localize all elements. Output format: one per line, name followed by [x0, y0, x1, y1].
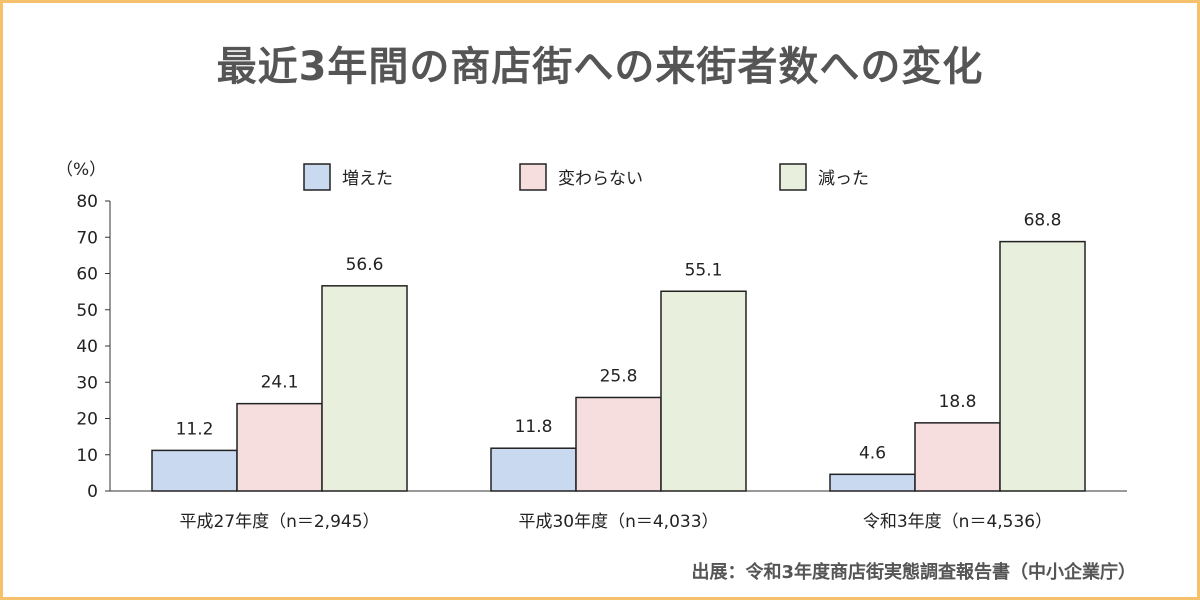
data-label: 24.1 [261, 373, 299, 393]
bar [151, 449, 238, 492]
legend-label: 増えた [342, 169, 393, 189]
y-tick-label: 80 [76, 192, 98, 212]
chart-title: 最近3年間の商店街への来街者数への変化 [216, 44, 984, 90]
y-unit-label: （%） [56, 160, 106, 180]
legend-swatch [779, 163, 807, 191]
y-tick-label: 20 [76, 410, 98, 430]
legend-swatch [519, 163, 547, 191]
data-label: 68.8 [1024, 211, 1062, 231]
legend-swatch [303, 163, 331, 191]
y-tick-label: 0 [87, 482, 98, 502]
y-tick-label: 60 [76, 265, 98, 285]
data-label: 25.8 [600, 366, 638, 386]
bar [829, 473, 916, 492]
bar [660, 290, 747, 492]
bar [236, 402, 323, 492]
bar [490, 447, 577, 492]
source-note: 出展：令和3年度商店街実態調査報告書（中小企業庁） [691, 562, 1136, 583]
data-label: 11.2 [176, 419, 214, 439]
legend: 増えた 変わらない 減った [303, 163, 869, 191]
y-ticks: 0 10 20 30 40 50 60 70 80 [76, 192, 110, 502]
bar [321, 285, 408, 492]
category-labels: 平成27年度（n＝2,945） 平成30年度（n＝4,033） 令和3年度（n＝4,… [179, 512, 1052, 532]
y-tick-label: 50 [76, 301, 98, 321]
data-label: 11.8 [515, 417, 553, 437]
y-tick-label: 40 [76, 337, 98, 357]
y-tick-label: 70 [76, 228, 98, 248]
data-labels: 11.2 24.1 56.6 11.8 25.8 55.1 4.6 18.8 68.8 [176, 211, 1062, 464]
bar [999, 240, 1086, 492]
category-label: 令和3年度（n＝4,536） [863, 512, 1052, 532]
legend-label: 減った [818, 169, 869, 189]
legend-label: 変わらない [558, 169, 643, 189]
category-label: 平成30年度（n＝4,033） [518, 512, 718, 532]
data-label: 55.1 [685, 260, 723, 280]
category-label: 平成27年度（n＝2,945） [179, 512, 379, 532]
data-label: 4.6 [859, 443, 886, 463]
y-tick-label: 30 [76, 373, 98, 393]
bars [151, 240, 1086, 492]
data-label: 56.6 [346, 255, 384, 275]
y-tick-label: 10 [76, 446, 98, 466]
data-label: 18.8 [939, 392, 977, 412]
bar [575, 396, 662, 492]
bar [914, 422, 1001, 492]
